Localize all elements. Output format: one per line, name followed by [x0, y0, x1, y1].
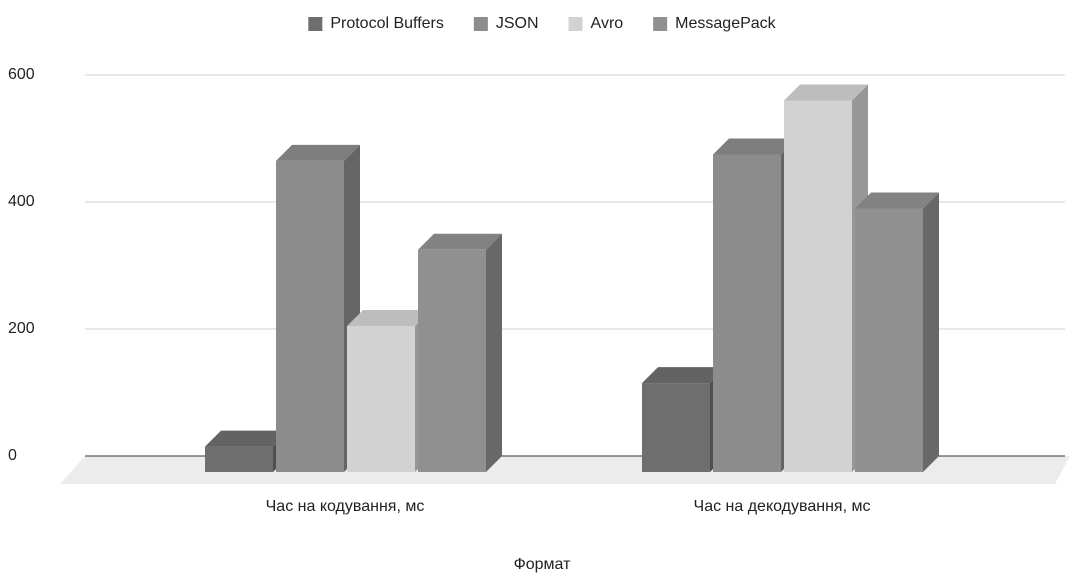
bar [784, 84, 868, 473]
bar [418, 233, 502, 472]
bar-front [855, 208, 923, 472]
legend-swatch [473, 17, 488, 31]
bar-front [784, 100, 852, 473]
bar-top [205, 430, 289, 447]
bar [855, 192, 939, 472]
bar-front [713, 154, 781, 472]
bar-top [713, 138, 797, 155]
legend-item: MessagePack [653, 15, 777, 32]
bar-top [347, 309, 431, 326]
bar-side [486, 233, 502, 472]
bar-front [418, 249, 486, 472]
bar-top [642, 367, 726, 384]
legend-item: JSON [473, 15, 539, 32]
y-tick-label: 600 [8, 66, 35, 83]
legend-label: JSON [496, 15, 539, 32]
bar-top [418, 233, 502, 250]
legend-label: Avro [591, 15, 624, 32]
x-tick-label: Час на кодування, мс [266, 498, 425, 515]
bar-top [784, 84, 868, 101]
bar-front [347, 325, 415, 472]
legend-swatch [568, 17, 583, 31]
bar-front [205, 446, 273, 472]
y-tick-label: 200 [8, 320, 35, 337]
y-tick-label: 0 [8, 447, 17, 464]
bar-top [855, 192, 939, 209]
x-axis-title: Формат [514, 556, 572, 573]
legend-item: Avro [568, 15, 624, 32]
bar-front [642, 383, 710, 472]
bar-top [276, 144, 360, 161]
legend-swatch [308, 17, 323, 31]
legend-label: Protocol Buffers [330, 15, 444, 32]
legend-swatch [653, 17, 668, 31]
legend-item: Protocol Buffers [308, 15, 444, 32]
legend-label: MessagePack [675, 15, 776, 32]
y-tick-label: 400 [8, 193, 35, 210]
bar-side [923, 192, 939, 472]
x-tick-label: Час на декодування, мс [694, 498, 871, 515]
bar-front [276, 160, 344, 472]
